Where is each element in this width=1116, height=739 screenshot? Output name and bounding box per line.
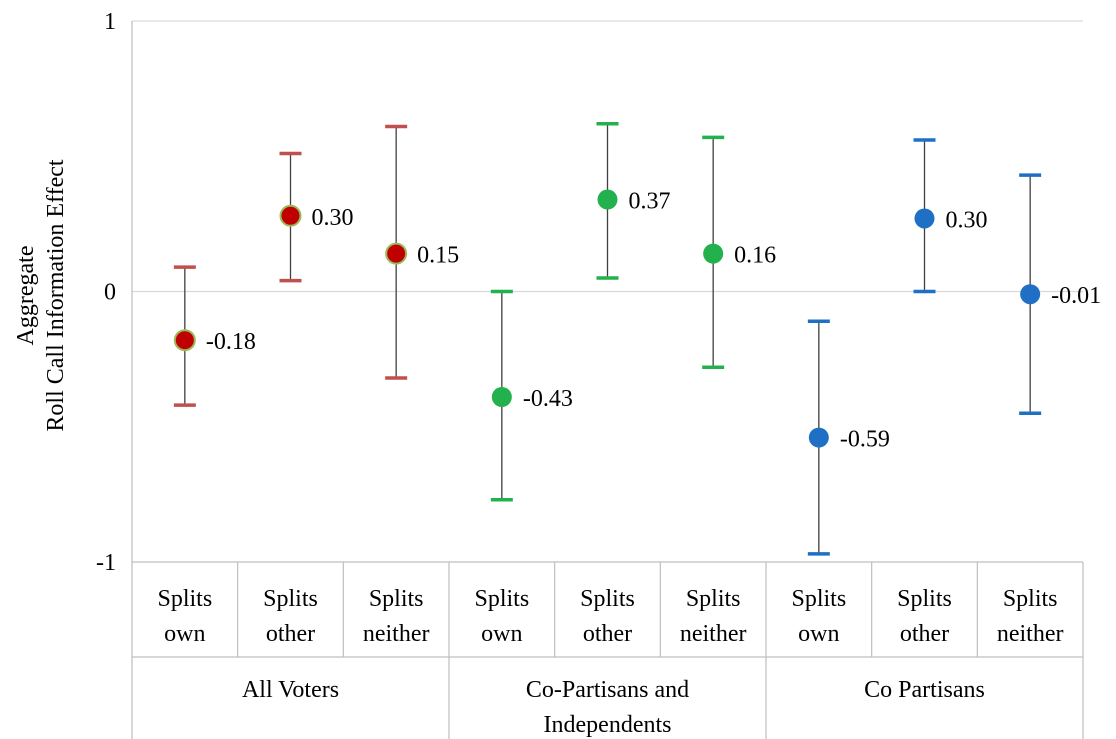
group-label: Independents xyxy=(544,712,672,738)
category-label: Splits xyxy=(474,586,529,612)
category-label: own xyxy=(798,621,839,647)
data-label: 0.30 xyxy=(946,207,988,233)
category-label: Splits xyxy=(369,586,424,612)
y-tick-label: -1 xyxy=(96,550,116,576)
category-label: Splits xyxy=(791,586,846,612)
data-point xyxy=(279,204,302,227)
category-label: Splits xyxy=(897,586,952,612)
data-label: -0.18 xyxy=(206,329,256,355)
data-label: -0.01 xyxy=(1051,283,1101,309)
data-label: 0.16 xyxy=(734,243,776,269)
data-label: -0.59 xyxy=(840,427,890,453)
category-label: Splits xyxy=(1003,586,1058,612)
data-label: -0.43 xyxy=(523,386,573,412)
category-label: Splits xyxy=(580,586,635,612)
category-label: other xyxy=(266,621,315,647)
y-tick-label: 0 xyxy=(104,280,116,306)
data-point xyxy=(1020,284,1041,305)
data-point xyxy=(597,189,618,210)
category-label: neither xyxy=(997,621,1064,647)
category-label: own xyxy=(481,621,522,647)
data-label: 0.37 xyxy=(629,189,671,215)
data-label: 0.15 xyxy=(417,243,459,269)
data-point xyxy=(808,427,829,448)
data-point xyxy=(914,208,935,229)
category-label: own xyxy=(164,621,205,647)
data-point xyxy=(491,386,512,407)
category-label: neither xyxy=(363,621,430,647)
y-axis-label: Aggregate xyxy=(13,246,39,346)
category-label: Splits xyxy=(686,586,741,612)
data-point xyxy=(385,242,408,265)
group-label: Co-Partisans and xyxy=(526,677,689,703)
data-point xyxy=(703,243,724,264)
data-label: 0.30 xyxy=(312,205,354,231)
y-axis-label: Roll Call Information Effect xyxy=(43,159,69,431)
category-label: Splits xyxy=(263,586,318,612)
category-label: Splits xyxy=(157,586,212,612)
group-label: Co Partisans xyxy=(864,677,985,703)
category-label: other xyxy=(900,621,949,647)
data-point xyxy=(173,329,196,352)
group-label: All Voters xyxy=(242,677,339,703)
category-label: other xyxy=(583,621,632,647)
y-tick-label: 1 xyxy=(104,9,116,35)
category-label: neither xyxy=(680,621,747,647)
